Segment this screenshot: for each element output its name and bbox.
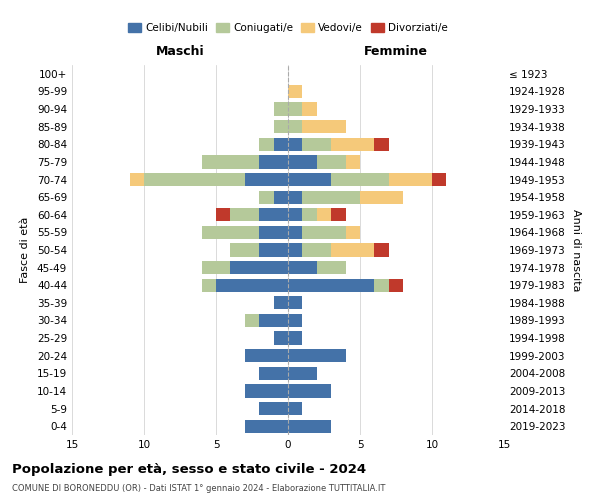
- Bar: [259, 208, 288, 222]
- Bar: [288, 296, 302, 310]
- Bar: [302, 244, 331, 256]
- Text: Maschi: Maschi: [155, 45, 205, 58]
- Bar: [202, 226, 259, 239]
- Bar: [288, 120, 302, 134]
- Text: COMUNE DI BORONEDDU (OR) - Dati ISTAT 1° gennaio 2024 - Elaborazione TUTTITALIA.: COMUNE DI BORONEDDU (OR) - Dati ISTAT 1°…: [12, 484, 385, 493]
- Bar: [302, 226, 346, 239]
- Bar: [288, 85, 302, 98]
- Bar: [346, 156, 360, 168]
- Bar: [317, 156, 346, 168]
- Bar: [302, 190, 360, 204]
- Bar: [389, 278, 403, 292]
- Bar: [288, 332, 302, 344]
- Bar: [288, 173, 331, 186]
- Bar: [259, 314, 288, 327]
- Bar: [331, 138, 374, 151]
- Bar: [274, 102, 288, 116]
- Bar: [288, 314, 302, 327]
- Bar: [374, 244, 389, 256]
- Bar: [202, 278, 216, 292]
- Bar: [288, 190, 302, 204]
- Bar: [274, 190, 288, 204]
- Bar: [331, 173, 389, 186]
- Bar: [288, 278, 374, 292]
- Bar: [317, 261, 346, 274]
- Bar: [374, 278, 389, 292]
- Bar: [202, 156, 259, 168]
- Bar: [230, 261, 288, 274]
- Bar: [259, 366, 288, 380]
- Bar: [288, 208, 302, 222]
- Bar: [274, 120, 288, 134]
- Bar: [259, 138, 274, 151]
- Bar: [331, 244, 374, 256]
- Bar: [245, 384, 288, 398]
- Bar: [230, 208, 259, 222]
- Bar: [245, 314, 259, 327]
- Text: Femmine: Femmine: [364, 45, 428, 58]
- Bar: [144, 173, 245, 186]
- Bar: [302, 208, 317, 222]
- Bar: [288, 261, 317, 274]
- Bar: [288, 402, 302, 415]
- Bar: [288, 138, 302, 151]
- Bar: [432, 173, 446, 186]
- Bar: [274, 138, 288, 151]
- Text: Popolazione per età, sesso e stato civile - 2024: Popolazione per età, sesso e stato civil…: [12, 462, 366, 475]
- Bar: [230, 244, 259, 256]
- Bar: [346, 226, 360, 239]
- Bar: [302, 120, 346, 134]
- Y-axis label: Anni di nascita: Anni di nascita: [571, 209, 581, 291]
- Bar: [317, 208, 331, 222]
- Bar: [389, 173, 432, 186]
- Bar: [245, 420, 288, 433]
- Bar: [360, 190, 403, 204]
- Bar: [216, 208, 230, 222]
- Bar: [259, 226, 288, 239]
- Bar: [245, 173, 288, 186]
- Bar: [259, 244, 288, 256]
- Bar: [216, 278, 288, 292]
- Bar: [274, 296, 288, 310]
- Bar: [259, 402, 288, 415]
- Bar: [288, 102, 302, 116]
- Bar: [245, 349, 288, 362]
- Bar: [288, 366, 317, 380]
- Bar: [302, 102, 317, 116]
- Legend: Celibi/Nubili, Coniugati/e, Vedovi/e, Divorziati/e: Celibi/Nubili, Coniugati/e, Vedovi/e, Di…: [124, 18, 452, 37]
- Bar: [288, 244, 302, 256]
- Bar: [288, 420, 331, 433]
- Bar: [130, 173, 144, 186]
- Bar: [259, 190, 274, 204]
- Bar: [331, 208, 346, 222]
- Bar: [288, 226, 302, 239]
- Bar: [374, 138, 389, 151]
- Y-axis label: Fasce di età: Fasce di età: [20, 217, 30, 283]
- Bar: [288, 384, 331, 398]
- Bar: [274, 332, 288, 344]
- Bar: [259, 156, 288, 168]
- Bar: [202, 261, 230, 274]
- Bar: [288, 156, 317, 168]
- Bar: [302, 138, 331, 151]
- Bar: [288, 349, 346, 362]
